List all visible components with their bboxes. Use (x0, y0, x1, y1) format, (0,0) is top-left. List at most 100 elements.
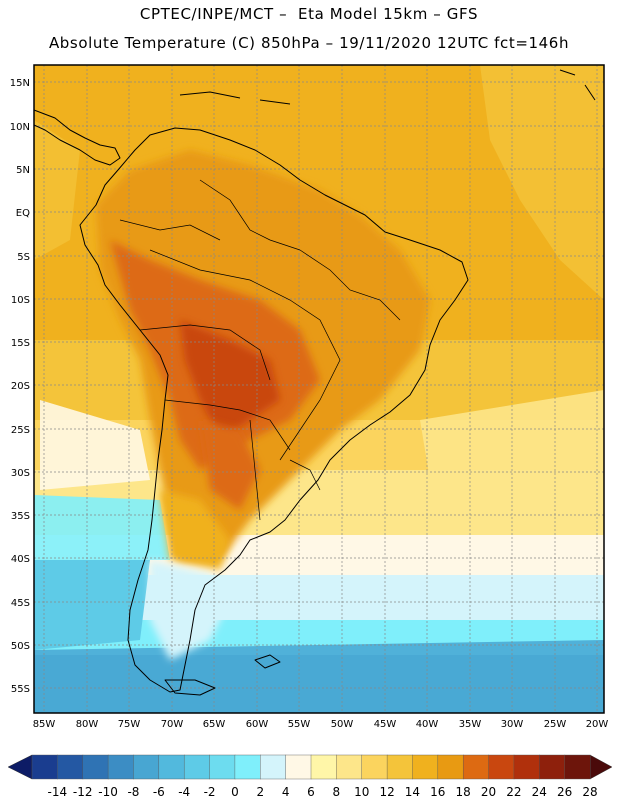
lon-label: 70W (161, 719, 184, 730)
field-land-patagonia-north (160, 490, 230, 570)
lon-label: 55W (288, 719, 311, 730)
field-land-patagonia (150, 560, 230, 660)
colorbar-label: -10 (98, 785, 118, 799)
lon-label: 65W (203, 719, 226, 730)
field-patch-atlantic (480, 65, 604, 300)
lat-label: 35S (11, 511, 30, 522)
colorbar-label: 6 (307, 785, 315, 799)
lat-label: 55S (11, 684, 30, 695)
lat-label: 45S (11, 598, 30, 609)
colorbar-high-arrow (589, 754, 613, 780)
colorbar: -14 -12 -10 -8 -6 -4 -2 0 2 4 6 8 10 12 14 16 18 20 22 24 26… (7, 754, 613, 799)
field-patch-cold-pacific (34, 495, 170, 560)
lat-label: 30S (11, 468, 30, 479)
colorbar-swatch (133, 754, 160, 780)
longitude-labels: 85W 80W 75W 70W 65W 60W 55W 50W 45W 40W … (33, 719, 609, 730)
colorbar-label: -8 (127, 785, 139, 799)
coastline-tierra-del-fuego (164, 679, 216, 696)
lon-label: 45W (374, 719, 397, 730)
map-title-line-2: Absolute Temperature (C) 850hPa – 19/11/… (48, 34, 570, 52)
lon-label: 85W (33, 719, 56, 730)
map-frame (33, 64, 605, 714)
lon-label: 30W (501, 719, 524, 730)
lat-label: EQ (16, 208, 30, 219)
colorbar-label: 16 (430, 785, 445, 799)
field-patch-colder-pacific (34, 560, 150, 650)
lat-label: 10N (10, 122, 30, 133)
lon-label: 50W (331, 719, 354, 730)
coastline-falklands (254, 654, 281, 669)
colorbar-swatch (285, 754, 312, 780)
colorbar-swatch (539, 754, 566, 780)
lat-label: 25S (11, 425, 30, 436)
lat-label: 10S (11, 295, 30, 306)
lon-label: 40W (416, 719, 439, 730)
lon-label: 20W (586, 719, 609, 730)
colorbar-label: -4 (178, 785, 190, 799)
colorbar-swatch (361, 754, 388, 780)
colorbar-low-arrow (7, 754, 33, 780)
colorbar-label: 26 (557, 785, 572, 799)
colorbar-label: 0 (231, 785, 239, 799)
colorbar-label: -12 (73, 785, 93, 799)
lat-label: 5S (17, 252, 30, 263)
colorbar-label: 14 (405, 785, 420, 799)
colorbar-label: -2 (204, 785, 216, 799)
colorbar-label: -14 (48, 785, 68, 799)
coastline-south-america (79, 127, 469, 693)
colorbar-swatch (310, 754, 337, 780)
colorbar-swatch (336, 754, 363, 780)
colorbar-swatch (57, 754, 84, 780)
colorbar-label: 4 (282, 785, 290, 799)
field-patch-southern-ocean (34, 640, 604, 713)
colorbar-label: 22 (506, 785, 521, 799)
colorbar-label: 12 (379, 785, 394, 799)
colorbar-label: 20 (481, 785, 496, 799)
temperature-field (34, 65, 604, 713)
map-title-line-1: CPTEC/INPE/MCT – Eta Model 15km – GFS (139, 5, 479, 23)
field-land-hottest (180, 320, 280, 440)
colorbar-swatch (513, 754, 540, 780)
lon-label: 80W (76, 719, 99, 730)
lon-label: 75W (118, 719, 141, 730)
lon-label: 35W (459, 719, 482, 730)
colorbar-swatch (386, 754, 413, 780)
colorbar-label: 28 (582, 785, 597, 799)
colorbar-swatch (564, 754, 591, 780)
country-borders (119, 179, 401, 521)
colorbar-label: 10 (354, 785, 369, 799)
lat-label: 50S (11, 641, 30, 652)
colorbar-label: 24 (532, 785, 547, 799)
coastline-central-america (33, 109, 121, 166)
lat-label: 40S (11, 554, 30, 565)
lon-label: 25W (544, 719, 567, 730)
field-patch-cool-pacific (40, 400, 150, 490)
lat-label: 5N (16, 165, 30, 176)
colorbar-swatch (107, 754, 134, 780)
colorbar-label: 8 (333, 785, 341, 799)
colorbar-swatch (234, 754, 261, 780)
coastline-caribbean-islands (179, 69, 596, 105)
colorbar-swatch (412, 754, 439, 780)
latitude-labels: 15N 10N 5N EQ 5S 10S 15S 20S 25S 30S 35S… (10, 78, 30, 695)
colorbar-swatch (462, 754, 490, 780)
colorbar-swatch (158, 754, 185, 780)
lon-label: 60W (246, 719, 269, 730)
colorbar-label: -6 (153, 785, 165, 799)
lat-label: 20S (11, 381, 30, 392)
field-patch-pacific (34, 120, 80, 260)
lat-label: 15S (11, 338, 30, 349)
lat-label: 15N (10, 78, 30, 89)
field-land-hot-south (200, 420, 260, 510)
colorbar-swatch (82, 754, 109, 780)
colorbar-label: 2 (256, 785, 264, 799)
colorbar-swatch (31, 754, 58, 780)
graticule (34, 65, 604, 713)
coastlines (33, 69, 596, 696)
colorbar-swatch (183, 754, 211, 780)
colorbar-swatch (260, 754, 287, 780)
colorbar-swatch (437, 754, 464, 780)
colorbar-label: 18 (456, 785, 471, 799)
colorbar-swatch (209, 754, 236, 780)
